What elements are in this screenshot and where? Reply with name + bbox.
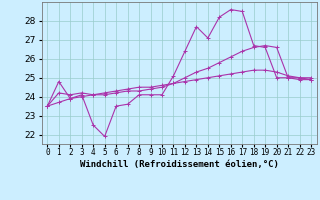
- X-axis label: Windchill (Refroidissement éolien,°C): Windchill (Refroidissement éolien,°C): [80, 160, 279, 169]
